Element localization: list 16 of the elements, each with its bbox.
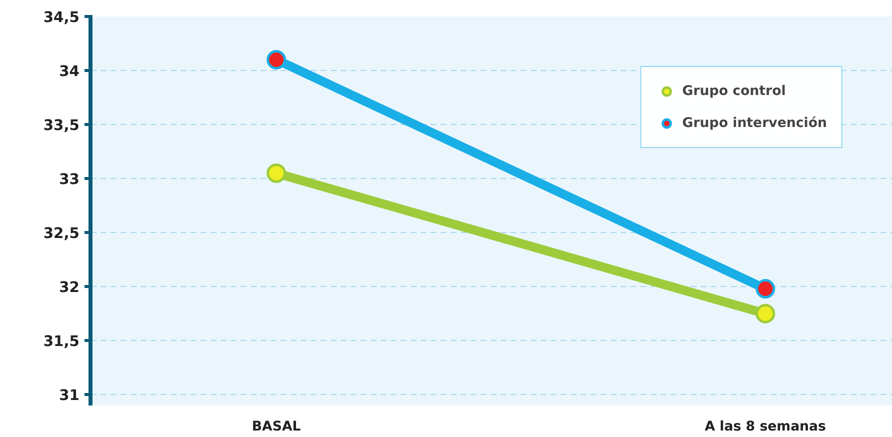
legend-label: Grupo intervención	[682, 116, 827, 130]
x-tick-label: BASAL	[252, 420, 302, 434]
y-tick-label: 32,5	[43, 225, 80, 242]
x-tick-label: A las 8 semanas	[704, 420, 826, 434]
y-tick-label: 32	[59, 279, 80, 296]
point	[266, 50, 286, 70]
y-tick-label: 31,5	[43, 333, 80, 350]
point	[756, 279, 776, 299]
y-tick-label: 33	[59, 171, 80, 188]
point	[266, 163, 286, 183]
legend-label: Grupo control	[682, 84, 786, 98]
y-tick-label: 33,5	[43, 117, 80, 134]
point	[756, 304, 776, 324]
y-tick-label: 31	[59, 387, 80, 404]
y-tick-label: 34,5	[43, 9, 80, 26]
y-tick-label: 34	[59, 63, 80, 80]
